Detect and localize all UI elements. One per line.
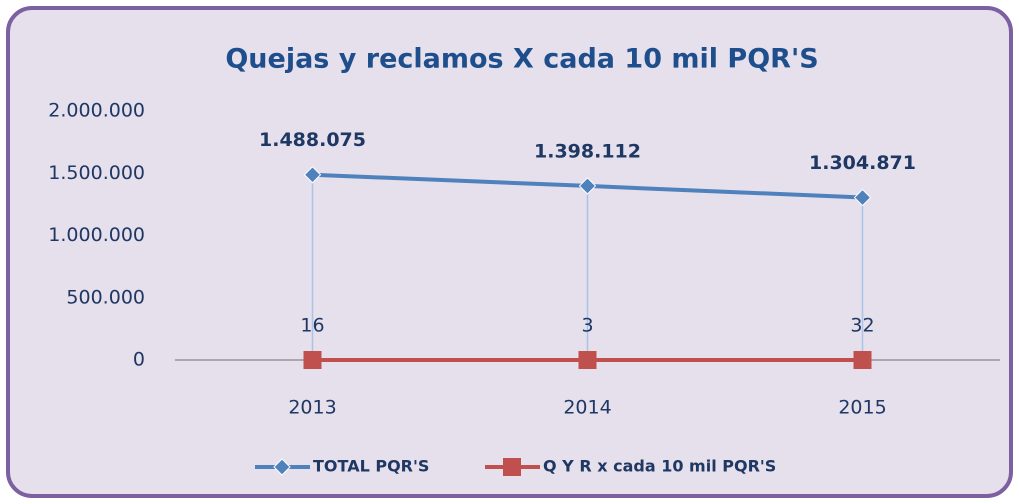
y-tick-label: 0 bbox=[133, 349, 145, 371]
legend-label: Q Y R x cada 10 mil PQR'S bbox=[543, 457, 776, 476]
x-tick-label: 2013 bbox=[288, 397, 336, 419]
x-tick-label: 2015 bbox=[838, 397, 886, 419]
y-tick-label: 500.000 bbox=[66, 286, 145, 308]
marker bbox=[578, 350, 597, 369]
chart-frame bbox=[6, 6, 1013, 498]
legend-label: TOTAL PQR'S bbox=[313, 457, 429, 476]
marker bbox=[853, 188, 872, 207]
y-tick-label: 1.500.000 bbox=[48, 162, 145, 184]
y-tick-label: 1.000.000 bbox=[48, 224, 145, 246]
marker bbox=[578, 177, 597, 195]
data-label: 16 bbox=[300, 314, 324, 336]
data-label: 1.488.075 bbox=[259, 129, 366, 151]
marker bbox=[273, 458, 291, 476]
marker bbox=[303, 350, 322, 369]
data-label: 3 bbox=[581, 314, 593, 336]
marker bbox=[303, 166, 322, 184]
y-tick-label: 2.000.000 bbox=[48, 100, 145, 122]
x-tick-label: 2014 bbox=[563, 397, 611, 419]
data-label: 1.398.112 bbox=[534, 140, 641, 162]
marker bbox=[853, 350, 872, 369]
chart-title: Quejas y reclamos X cada 10 mil PQR'S bbox=[225, 44, 818, 75]
data-label: 1.304.871 bbox=[809, 152, 916, 174]
marker bbox=[503, 458, 521, 476]
data-label: 32 bbox=[850, 314, 874, 336]
